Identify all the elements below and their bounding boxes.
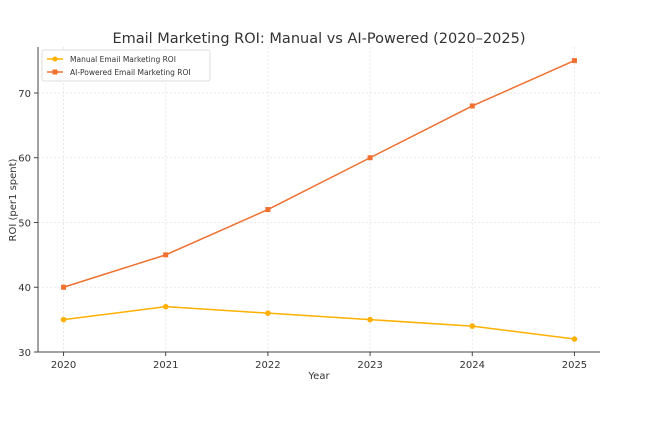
data-point <box>162 303 169 310</box>
y-axis-label: ROI (per1 spent) <box>8 158 19 241</box>
data-point <box>61 284 67 290</box>
legend-marker <box>52 69 58 75</box>
x-tick-label: 2023 <box>357 360 382 371</box>
series-line <box>63 59 575 288</box>
ticks: 2020 2021 2022 2023 2024 2025 30 40 50 60 70 <box>18 89 587 371</box>
x-tick-label: 2021 <box>153 360 178 371</box>
x-tick-label: 2024 <box>460 360 485 371</box>
y-tick-label: 60 <box>18 154 31 165</box>
legend-label: Manual Email Marketing ROI <box>70 55 176 64</box>
axes <box>37 47 600 353</box>
data-point <box>571 58 577 64</box>
chart-title: Email Marketing ROI: Manual vs AI-Powere… <box>112 31 525 47</box>
series-line <box>63 305 575 340</box>
data-point <box>469 103 475 109</box>
legend-label: AI-Powered Email Marketing ROI <box>70 68 191 77</box>
data-point <box>265 207 271 213</box>
legend-marker <box>52 56 58 62</box>
legend: Manual Email Marketing ROI AI-Powered Ema… <box>41 49 211 82</box>
data-point <box>60 316 67 323</box>
grid <box>38 47 600 353</box>
x-tick-label: 2025 <box>562 360 587 371</box>
data-point <box>571 336 578 342</box>
data-point <box>367 316 373 323</box>
legend-box <box>41 49 211 82</box>
series-group <box>60 58 578 342</box>
data-point <box>163 252 169 258</box>
data-point <box>265 310 271 316</box>
data-point <box>469 323 476 329</box>
y-tick-label: 70 <box>18 89 31 100</box>
x-tick-label: 2022 <box>255 360 280 371</box>
data-point <box>367 155 373 161</box>
y-tick-label: 40 <box>18 283 31 294</box>
y-tick-label: 30 <box>18 348 31 359</box>
x-tick-label: 2020 <box>51 360 76 371</box>
x-axis-label: Year <box>307 371 330 382</box>
y-tick-label: 50 <box>18 218 31 229</box>
